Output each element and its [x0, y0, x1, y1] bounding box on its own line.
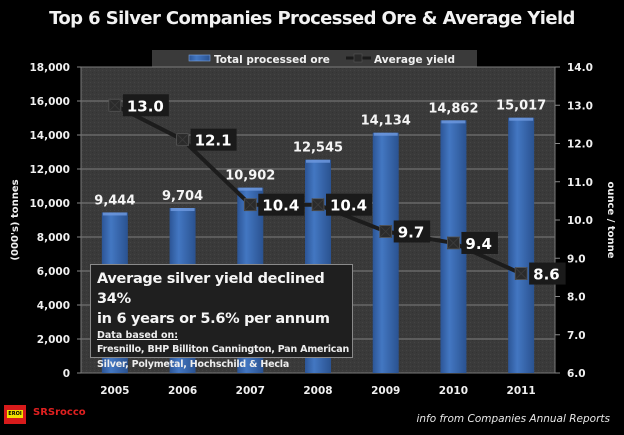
yield-marker-cross: [176, 133, 189, 146]
yield-marker-cross: [379, 225, 392, 238]
x-tick-label: 2005: [100, 385, 129, 397]
x-tick-label: 2011: [507, 385, 536, 397]
x-tick-label: 2006: [168, 385, 197, 397]
yield-marker-cross: [108, 98, 122, 112]
brand-name: SRSrocco: [33, 407, 86, 418]
yield-value-label: 9.4: [465, 235, 492, 253]
y-right-tick-label: 8.0: [567, 292, 586, 304]
yield-label-bg: [393, 220, 431, 243]
bar-value-label: 15,017: [496, 99, 546, 114]
yield-value-label: 13.0: [127, 97, 164, 115]
legend-label-ore: Total processed ore: [214, 54, 330, 66]
y-left-tick-label: 16,000: [29, 96, 70, 108]
y-left-tick-label: 0: [63, 368, 70, 380]
y-left-tick-label: 4,000: [37, 300, 70, 312]
legend-box: [152, 50, 477, 68]
yield-marker-cross: [514, 267, 528, 280]
source-note: info from Companies Annual Reports: [416, 413, 610, 425]
bar-highlight: [102, 212, 127, 216]
y-left-tick-label: 14,000: [29, 130, 70, 142]
legend-label-yield: Average yield: [374, 54, 455, 66]
bar-value-label: 9,704: [162, 189, 203, 204]
bar-highlight: [170, 208, 195, 212]
yield-value-label: 9.7: [398, 223, 425, 241]
annotation-headline-2: in 6 years or 5.6% per annum: [97, 311, 330, 327]
bar-2011: [508, 117, 535, 373]
bar-highlight: [306, 159, 330, 163]
bar-highlight: [509, 117, 534, 121]
y-left-tick-label: 18,000: [29, 62, 70, 74]
x-tick-label: 2007: [236, 385, 265, 397]
y-axis-right-title: ounce / tonne: [605, 181, 616, 258]
logo-text: EROI: [7, 410, 23, 418]
bar-value-label: 14,862: [428, 101, 478, 116]
annotation-body-2: Silver, Polymetal, Hochschild & Hecla: [97, 359, 290, 370]
annotation-body-1: Fresnillo, BHP Billiton Cannington, Pan …: [97, 344, 350, 355]
y-left-tick-label: 10,000: [29, 198, 70, 210]
yield-label-bg: [326, 193, 372, 216]
yield-label-bg: [190, 128, 237, 151]
bar-value-label: 12,545: [293, 141, 343, 156]
bar-value-label: 14,134: [361, 114, 411, 129]
y-right-tick-label: 13.0: [567, 100, 593, 112]
legend-bar-swatch: [188, 54, 211, 62]
yield-value-label: 12.1: [195, 132, 232, 150]
yield-value-label: 10.4: [262, 197, 299, 215]
y-left-tick-label: 2,000: [37, 334, 70, 346]
y-right-tick-label: 12.0: [567, 139, 593, 151]
yield-label-bg: [122, 94, 169, 117]
y-right-tick-label: 10.0: [567, 215, 593, 227]
y-left-tick-label: 8,000: [37, 232, 70, 244]
annotation-subheading: Data based on:: [97, 330, 179, 341]
chart-title: Top 6 Silver Companies Processed Ore & A…: [49, 8, 575, 29]
x-tick-label: 2009: [371, 385, 400, 397]
y-right-tick-label: 14.0: [567, 62, 593, 74]
bar-highlight: [373, 132, 398, 136]
annotation-box: Average silver yield declined 34% in 6 y…: [90, 264, 353, 370]
bar-value-label: 10,902: [225, 169, 275, 184]
x-tick-label: 2010: [439, 385, 468, 397]
yield-value-label: 10.4: [330, 197, 367, 215]
yield-label-bg: [258, 193, 305, 216]
yield-marker-cross: [447, 236, 460, 250]
y-axis-left-title: (000's) tonnes: [10, 179, 21, 260]
yield-marker-cross: [244, 198, 257, 211]
annotation-headline-1: Average silver yield declined 34%: [97, 271, 325, 307]
bar-2009: [372, 132, 399, 373]
y-right-tick-label: 11.0: [567, 177, 593, 189]
x-tick-label: 2008: [303, 385, 332, 397]
legend-line-marker: [353, 53, 363, 63]
y-right-tick-label: 9.0: [567, 253, 586, 265]
yield-marker-cross: [311, 198, 325, 211]
y-right-tick-label: 7.0: [567, 330, 586, 342]
y-left-tick-label: 6,000: [37, 266, 70, 278]
yield-label-bg: [529, 262, 566, 285]
bar-highlight: [441, 120, 466, 124]
eroi-logo-icon: EROI: [4, 405, 26, 424]
y-right-tick-label: 6.0: [567, 368, 586, 380]
yield-value-label: 8.6: [533, 266, 560, 284]
yield-label-bg: [461, 231, 498, 254]
bar-value-label: 9,444: [94, 193, 135, 208]
bar-highlight: [238, 187, 263, 191]
y-left-tick-label: 12,000: [29, 164, 70, 176]
